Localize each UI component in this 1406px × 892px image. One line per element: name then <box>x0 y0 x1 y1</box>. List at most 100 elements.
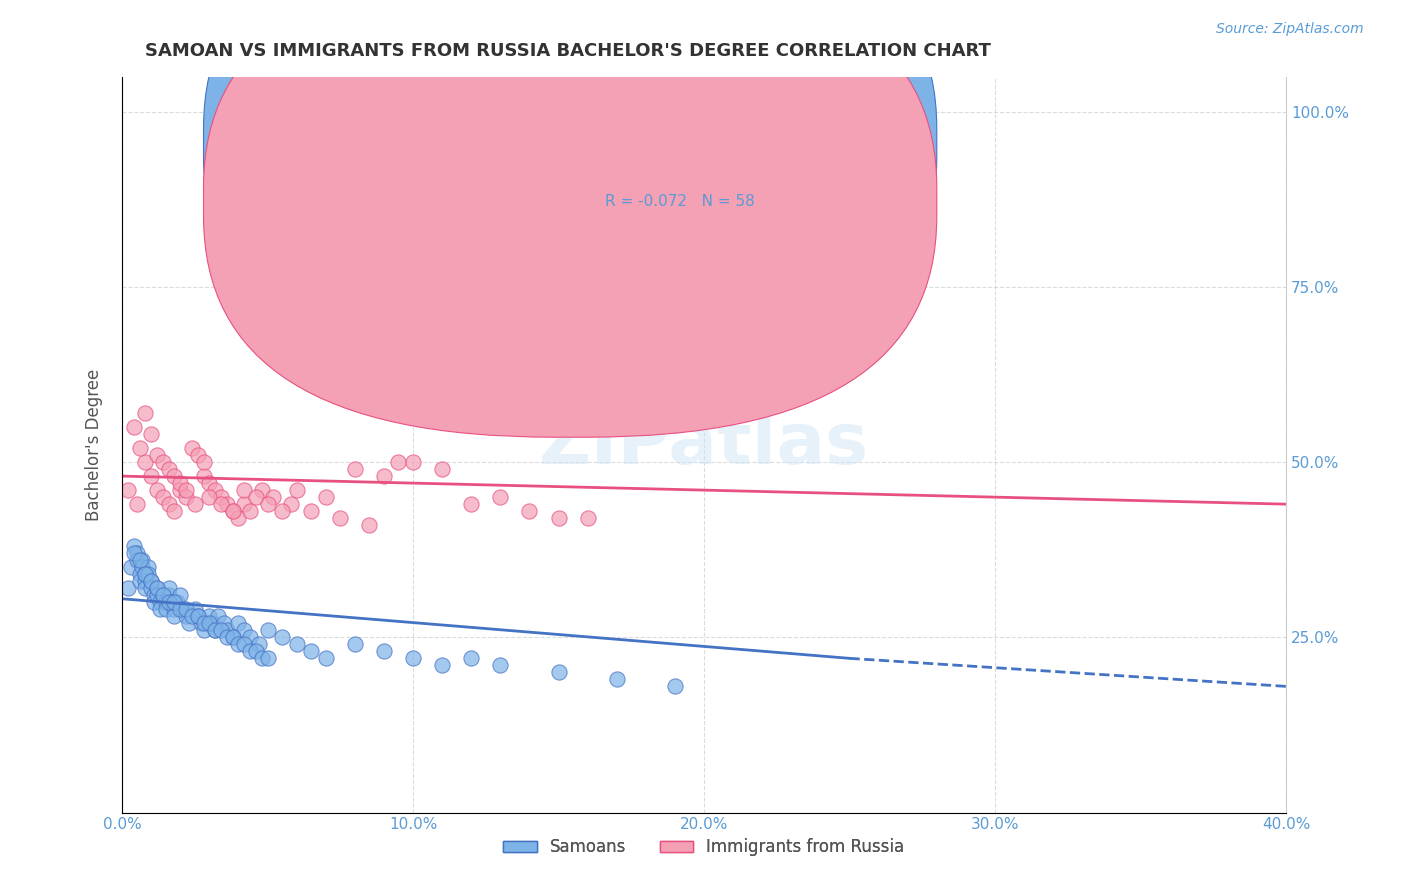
Point <box>122 420 145 434</box>
Text: ZIPatlas: ZIPatlas <box>538 410 869 479</box>
Point <box>547 665 569 680</box>
Point <box>157 581 180 595</box>
FancyBboxPatch shape <box>204 0 936 437</box>
Point <box>131 560 153 574</box>
Point <box>207 609 229 624</box>
Point <box>256 497 278 511</box>
Text: SAMOAN VS IMMIGRANTS FROM RUSSIA BACHELOR'S DEGREE CORRELATION CHART: SAMOAN VS IMMIGRANTS FROM RUSSIA BACHELO… <box>145 42 991 60</box>
Point <box>271 504 294 518</box>
Point <box>122 546 145 560</box>
Point <box>430 658 453 673</box>
Point <box>155 602 177 616</box>
Point <box>174 602 197 616</box>
Point <box>117 483 139 497</box>
Point <box>198 616 221 631</box>
Point <box>233 624 256 638</box>
Point <box>122 539 145 553</box>
Point <box>576 511 599 525</box>
Point <box>204 624 226 638</box>
Point <box>163 602 186 616</box>
Point <box>664 679 686 693</box>
Point <box>271 630 294 644</box>
Point <box>128 553 150 567</box>
Point <box>606 673 628 687</box>
Point <box>128 574 150 589</box>
Point <box>204 624 226 638</box>
Point <box>359 518 381 533</box>
Point <box>163 609 186 624</box>
Point <box>152 455 174 469</box>
Point <box>209 624 232 638</box>
Point <box>204 483 226 497</box>
Point <box>146 581 169 595</box>
Point <box>146 483 169 497</box>
Point <box>228 511 250 525</box>
Point <box>187 609 209 624</box>
Point <box>250 651 273 665</box>
Text: R =  -0.161   N = 88: R = -0.161 N = 88 <box>605 136 759 151</box>
Point <box>163 504 186 518</box>
Point <box>430 462 453 476</box>
Text: Source: ZipAtlas.com: Source: ZipAtlas.com <box>1216 22 1364 37</box>
Point <box>160 595 183 609</box>
Text: R = -0.072   N = 58: R = -0.072 N = 58 <box>605 194 755 210</box>
Point <box>233 483 256 497</box>
Point <box>519 504 541 518</box>
Point <box>460 497 482 511</box>
Point <box>177 616 200 631</box>
Point <box>187 609 209 624</box>
Point <box>228 637 250 651</box>
Point <box>489 658 512 673</box>
Point <box>141 574 163 589</box>
Point <box>131 553 153 567</box>
Point <box>174 609 197 624</box>
Point <box>136 560 159 574</box>
Point <box>180 609 202 624</box>
Point <box>134 574 156 589</box>
Point <box>209 490 232 504</box>
Point <box>134 567 156 582</box>
FancyBboxPatch shape <box>204 0 936 378</box>
Y-axis label: Bachelor's Degree: Bachelor's Degree <box>86 368 103 521</box>
Point <box>187 448 209 462</box>
Point <box>315 651 337 665</box>
Point <box>157 595 180 609</box>
Point <box>329 511 352 525</box>
Point <box>201 616 224 631</box>
Point <box>141 574 163 589</box>
Point <box>285 483 308 497</box>
Point <box>169 476 191 491</box>
Point <box>221 630 243 644</box>
Point <box>262 490 284 504</box>
Point <box>239 644 262 658</box>
Point <box>373 469 395 483</box>
FancyBboxPatch shape <box>530 128 879 246</box>
Point <box>146 581 169 595</box>
Point <box>184 497 207 511</box>
Point <box>134 567 156 582</box>
Point <box>155 595 177 609</box>
Point <box>146 588 169 602</box>
Point <box>143 595 166 609</box>
Point <box>215 630 238 644</box>
Point <box>402 651 425 665</box>
Point <box>141 427 163 442</box>
Point <box>198 476 221 491</box>
Point <box>299 504 322 518</box>
Point <box>149 595 172 609</box>
Point <box>157 497 180 511</box>
Point <box>134 455 156 469</box>
Point <box>402 455 425 469</box>
Point <box>233 637 256 651</box>
Point <box>315 490 337 504</box>
Point <box>193 616 215 631</box>
Point <box>125 497 148 511</box>
Point <box>169 588 191 602</box>
Point <box>134 406 156 420</box>
Point <box>280 497 302 511</box>
Point <box>373 644 395 658</box>
Point <box>141 581 163 595</box>
Point <box>141 469 163 483</box>
Point <box>256 624 278 638</box>
Point <box>256 651 278 665</box>
